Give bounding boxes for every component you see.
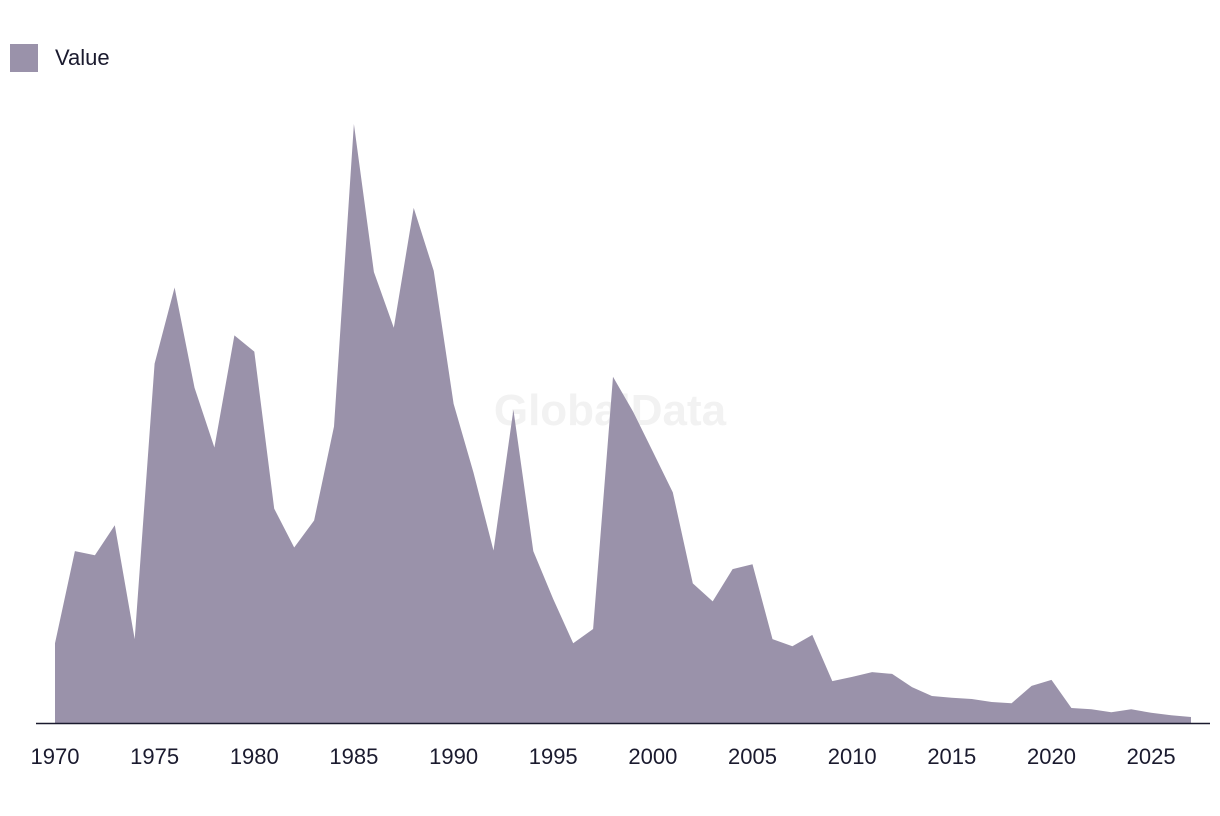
- x-tick-label: 1980: [230, 744, 279, 769]
- x-tick-label: 2015: [927, 744, 976, 769]
- series-areas: [55, 124, 1191, 723]
- x-tick-label: 1990: [429, 744, 478, 769]
- x-tick-label: 1970: [31, 744, 80, 769]
- x-tick-label: 2000: [628, 744, 677, 769]
- x-tick-label: 1995: [529, 744, 578, 769]
- legend-label: Value: [55, 45, 110, 70]
- x-tick-label: 2005: [728, 744, 777, 769]
- x-axis-ticks: 1970 1975 1980 1985 1990 1995 2000 2005 2010 2015…: [31, 744, 1176, 769]
- x-tick-label: 1985: [329, 744, 378, 769]
- x-tick-label: 2020: [1027, 744, 1076, 769]
- x-tick-label: 2025: [1127, 744, 1176, 769]
- series-area-0: [55, 124, 1191, 723]
- chart-legend: Value: [10, 44, 110, 72]
- x-tick-label: 1975: [130, 744, 179, 769]
- x-tick-label: 2010: [828, 744, 877, 769]
- legend-swatch: [10, 44, 38, 72]
